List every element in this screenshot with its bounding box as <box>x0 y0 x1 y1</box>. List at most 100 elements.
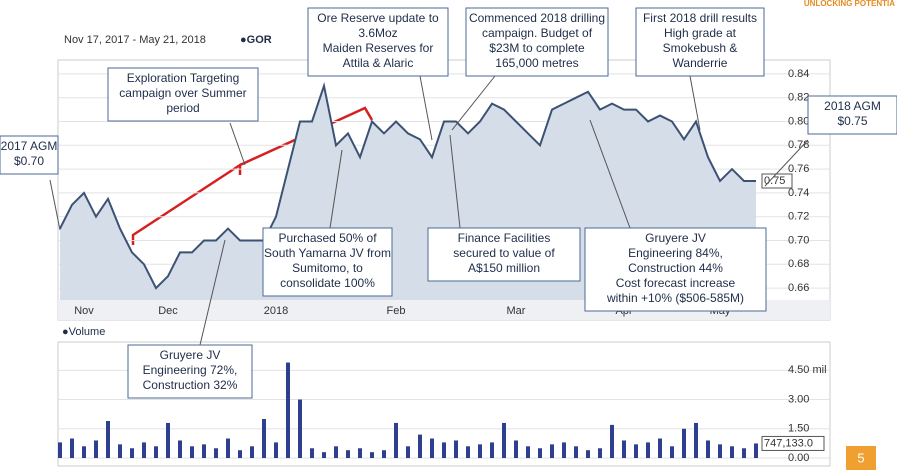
annotation-pointer <box>329 149 343 229</box>
bar <box>550 444 554 458</box>
bar <box>718 444 722 458</box>
y-tick-label: 0.72 <box>788 211 809 223</box>
bar <box>166 422 170 458</box>
bar <box>190 446 194 458</box>
annotation-text: period <box>166 101 199 115</box>
annotation-text: Maiden Reserves for <box>323 41 434 55</box>
bar <box>118 444 122 458</box>
area <box>60 85 756 300</box>
y-tick-label: 4.50 mil <box>788 364 827 376</box>
bar <box>730 446 734 458</box>
bar <box>274 442 278 458</box>
annotation-text: $23M to complete <box>489 41 585 55</box>
y-tick-label: 0.74 <box>788 187 809 199</box>
bracket <box>131 106 374 245</box>
y-tick-label: 0.80 <box>788 115 809 127</box>
bar <box>406 446 410 458</box>
bar <box>286 362 290 458</box>
value-label: 0.75 <box>764 175 785 187</box>
x-tick-label: Mar <box>507 305 526 317</box>
bar <box>538 448 542 458</box>
bar <box>262 419 266 458</box>
bar <box>490 442 494 458</box>
bar <box>574 446 578 458</box>
bar <box>418 434 422 458</box>
annotation: 2018 AGM$0.75 <box>764 95 897 187</box>
bar <box>610 424 614 458</box>
bar <box>58 442 62 458</box>
bar <box>94 440 98 458</box>
bar <box>646 442 650 458</box>
x-tick-label: Nov <box>74 305 94 317</box>
annotation-box <box>584 227 767 312</box>
annotation-text: campaign over Summer <box>119 86 246 100</box>
x-tick-label: Dec <box>158 305 178 317</box>
bar <box>598 448 602 458</box>
bar <box>310 448 314 458</box>
bar <box>754 443 758 458</box>
date-range: Nov 17, 2017 - May 21, 2018 <box>64 34 206 46</box>
annotation-text: A$150 million <box>468 261 540 275</box>
bar <box>670 446 674 458</box>
annotation-text: Smokebush & <box>663 41 738 55</box>
bar <box>502 422 506 458</box>
brand: UNLOCKING POTENTIA <box>804 0 895 8</box>
annotation-pointer <box>419 75 433 141</box>
bar <box>562 442 566 458</box>
bar <box>586 450 590 458</box>
annotation-text: within +10% ($506-585M) <box>606 291 744 305</box>
annotation-text: Ore Reserve update to <box>317 11 439 25</box>
bar <box>694 422 698 458</box>
x-tick-label: Feb <box>387 305 406 317</box>
value-label-box <box>761 173 793 189</box>
annotation-text: High grade at <box>664 26 737 40</box>
annotation-text: $0.75 <box>837 114 867 128</box>
bar <box>154 446 158 458</box>
y-tick-label: 0.66 <box>788 282 809 294</box>
bar <box>394 422 398 458</box>
bar <box>334 446 338 458</box>
y-tick-label: 0.68 <box>788 258 809 270</box>
annotation-text: Purchased 50% of <box>278 231 377 245</box>
annotation-box <box>635 7 765 77</box>
annotation-text: Finance Facilities <box>458 231 551 245</box>
annotation-text: secured to value of <box>453 246 555 260</box>
bar <box>514 440 518 458</box>
bar <box>526 446 530 458</box>
annotation-box <box>807 95 897 135</box>
bar <box>622 440 626 458</box>
annotation-text: 2018 AGM <box>824 99 881 113</box>
annotation-box <box>107 67 259 122</box>
annotation-box <box>427 227 581 282</box>
bar <box>298 399 302 458</box>
annotation-box <box>127 344 253 399</box>
bar <box>430 438 434 458</box>
annotation-pointer <box>689 75 701 131</box>
annotation-text: Gruyere JV <box>160 348 221 362</box>
bar <box>382 450 386 458</box>
annotation-text: South Yamarna JV from <box>264 246 391 260</box>
value-label: 747,133.0 <box>764 437 813 449</box>
bar <box>478 444 482 458</box>
bar <box>214 448 218 458</box>
annotation-text: Wanderrie <box>673 56 728 70</box>
bar <box>130 448 134 458</box>
y-tick-label: 0.78 <box>788 139 809 151</box>
y-tick-label: 0.70 <box>788 234 809 246</box>
page-number: 5 <box>857 450 864 465</box>
annotation-text: $0.70 <box>14 154 44 168</box>
y-tick-label: 1.50 <box>788 423 809 435</box>
bar <box>238 450 242 458</box>
bar <box>454 440 458 458</box>
annotation-pointer <box>449 134 461 229</box>
bar <box>706 440 710 458</box>
annotation-text: Attila & Alaric <box>343 56 414 70</box>
bar <box>250 446 254 458</box>
annotation-box <box>0 135 59 175</box>
